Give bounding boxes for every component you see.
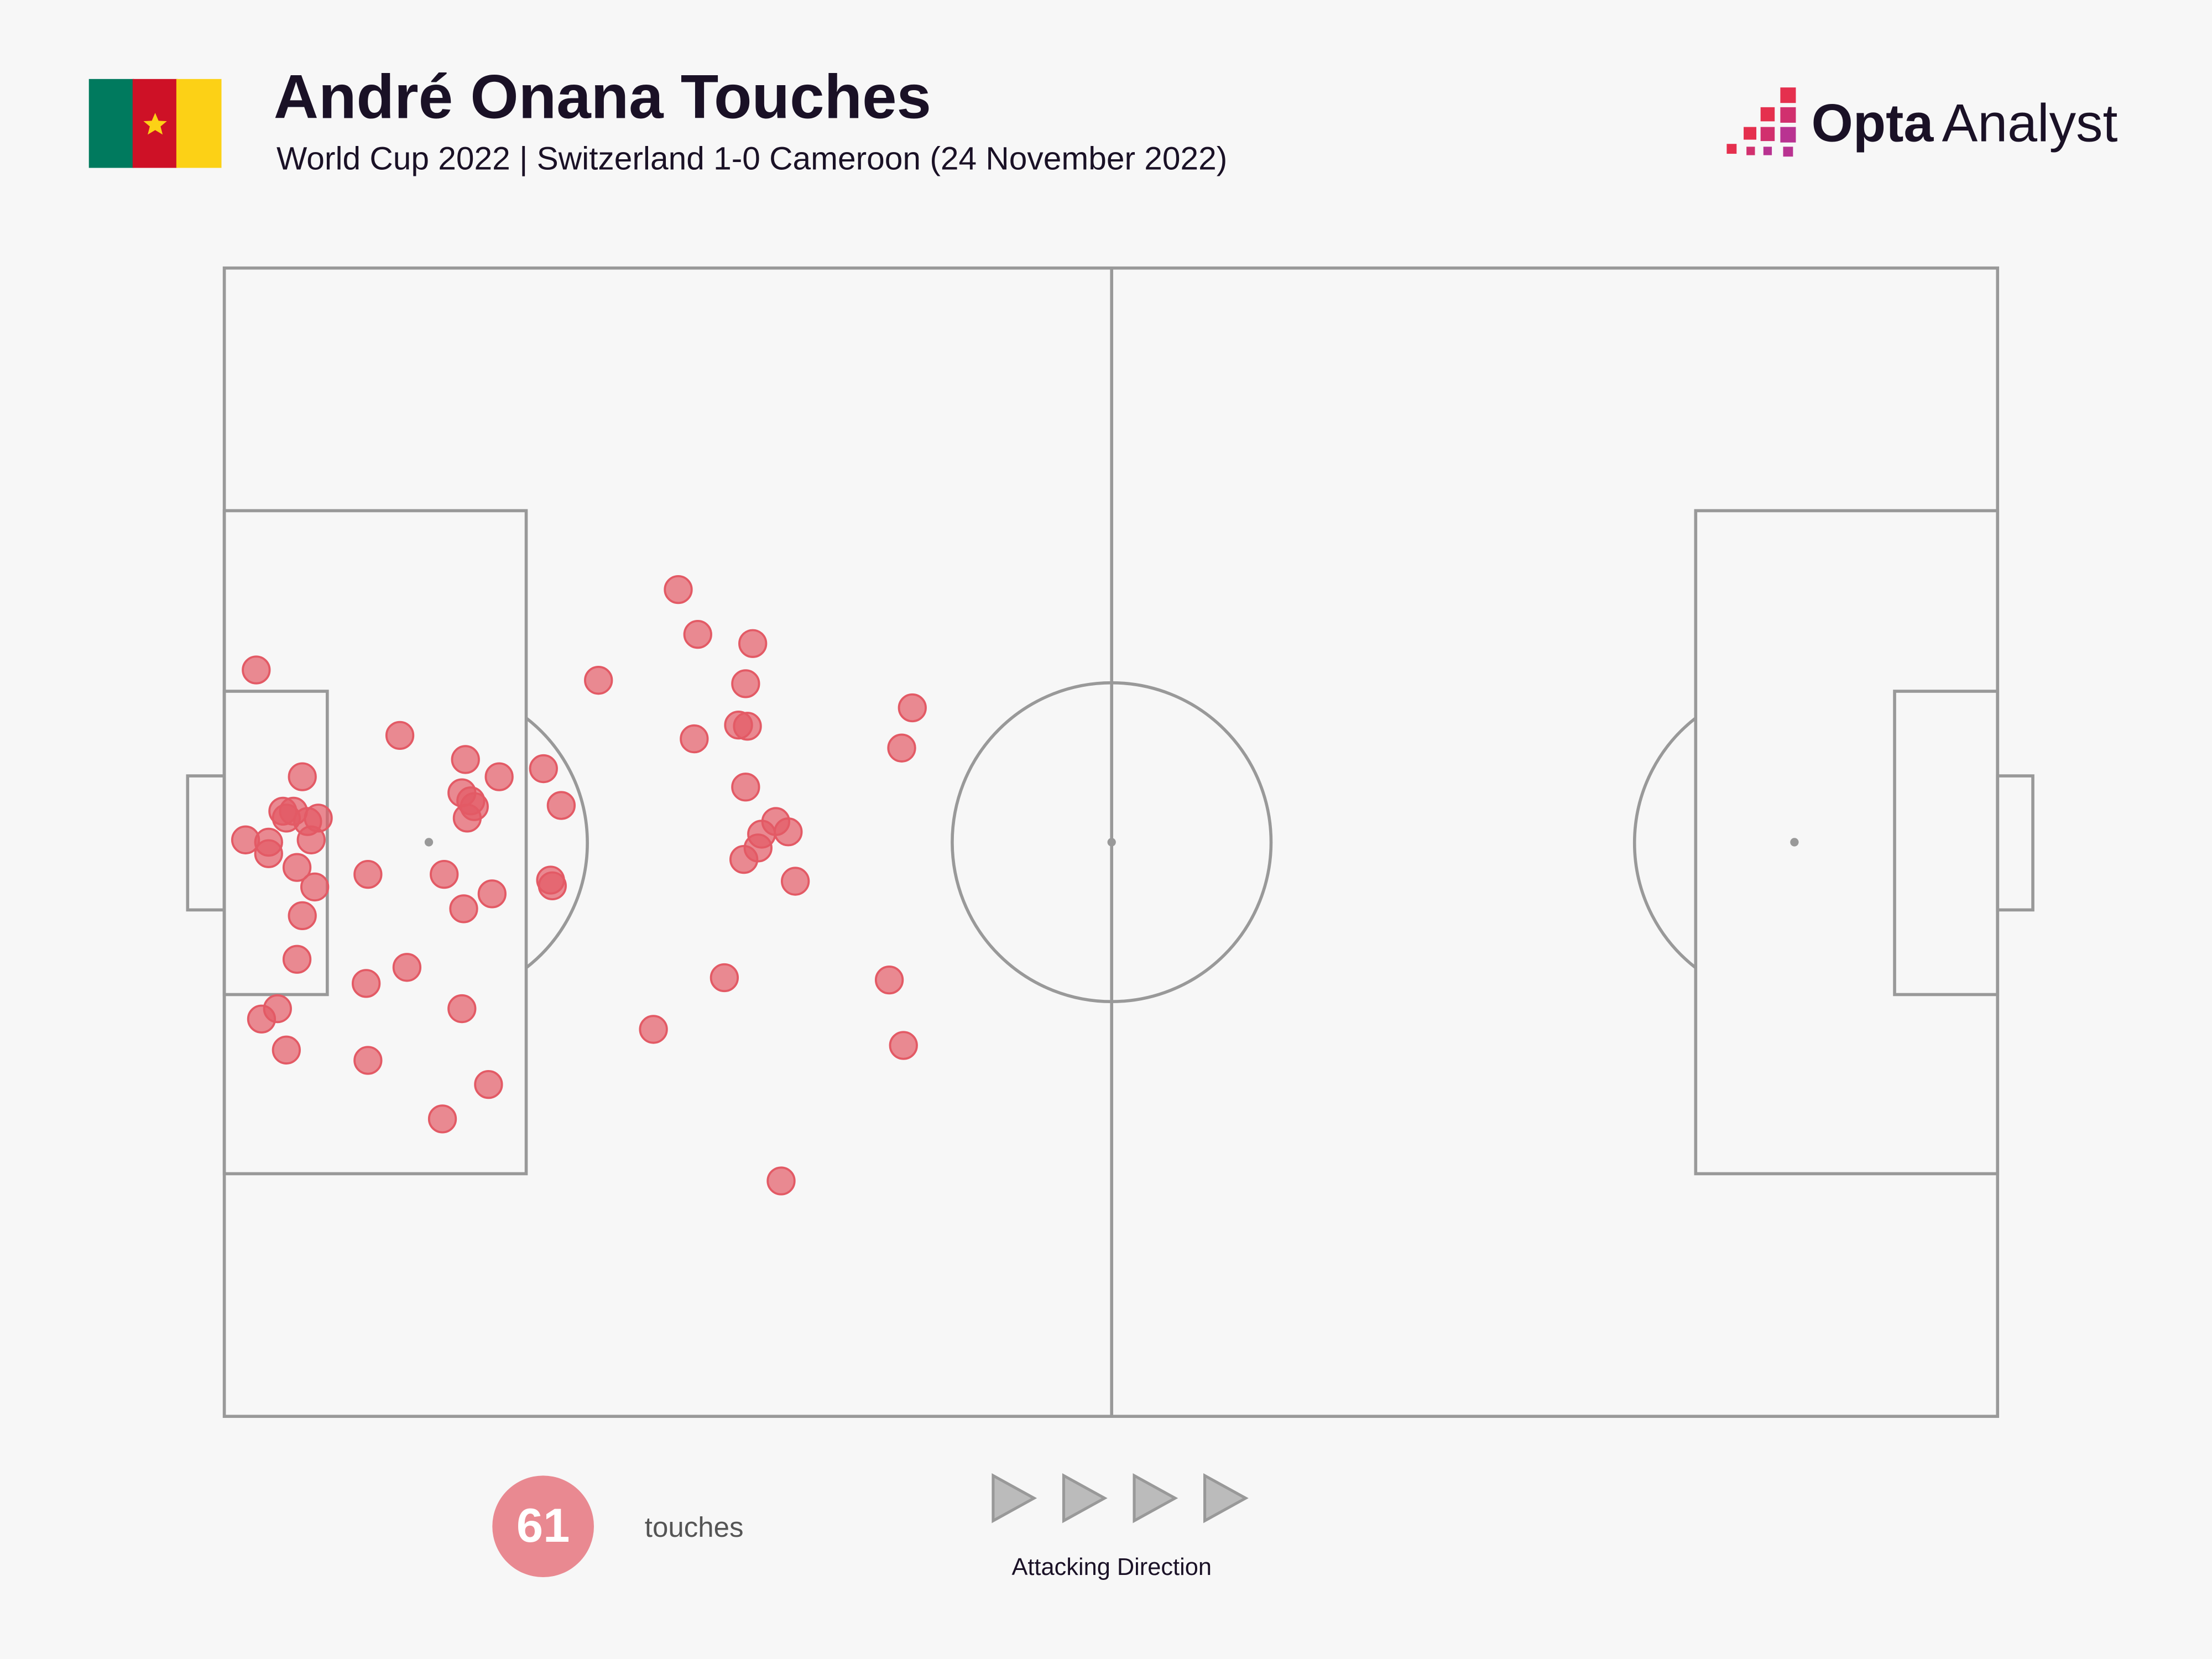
goal — [186, 774, 226, 912]
touch — [733, 712, 762, 741]
logo-square — [1783, 147, 1793, 157]
touch — [385, 721, 415, 750]
touch-layer — [231, 575, 927, 1196]
logo-square — [1726, 144, 1737, 154]
logo-light: Analyst — [1942, 92, 2118, 153]
touch — [664, 575, 693, 604]
total-count: 61 — [517, 1499, 570, 1552]
penalty-arc — [525, 717, 589, 969]
logo-square — [1746, 147, 1755, 155]
touch — [296, 825, 326, 854]
touch — [898, 693, 927, 723]
touch — [774, 817, 803, 847]
touch — [709, 963, 739, 993]
touch — [683, 619, 712, 649]
touch — [430, 859, 459, 889]
touch — [680, 724, 709, 754]
logo-text: Opta Analyst — [1812, 92, 2118, 153]
touch — [477, 879, 507, 909]
touch — [353, 859, 383, 889]
logo-square — [1744, 127, 1757, 140]
flag-star — [143, 113, 167, 135]
flag-stripe — [88, 79, 134, 168]
pitch — [186, 266, 2034, 1418]
touch — [460, 792, 489, 821]
arrow — [1133, 1473, 1178, 1524]
touch — [731, 773, 760, 802]
touch — [546, 791, 576, 820]
direction-arrows — [992, 1473, 1249, 1524]
touch — [484, 762, 514, 791]
touch — [639, 1015, 668, 1044]
touch — [272, 1035, 301, 1065]
touch — [738, 629, 768, 658]
logo-bold: Opta — [1812, 92, 1934, 153]
touch — [529, 754, 558, 784]
logo-square — [1760, 107, 1775, 122]
touch — [781, 867, 810, 896]
touch — [889, 1031, 918, 1060]
logo-square — [1780, 107, 1796, 123]
touch — [353, 1046, 383, 1075]
touch — [887, 733, 916, 763]
touch — [247, 1004, 276, 1034]
chart-title: André Onana Touches — [274, 61, 931, 131]
touch — [449, 894, 478, 924]
arrow — [992, 1473, 1037, 1524]
legend-label: touches — [645, 1511, 744, 1543]
touch — [451, 745, 480, 774]
logo-square — [1760, 127, 1775, 142]
chart-subtitle: World Cup 2022 | Switzerland 1-0 Cameroo… — [276, 140, 1227, 176]
logo-square — [1780, 127, 1796, 143]
penalty-arc — [1633, 717, 1697, 969]
logo-square — [1780, 87, 1796, 103]
flag — [88, 79, 222, 168]
touch — [729, 844, 759, 874]
touch — [242, 655, 271, 685]
touch — [351, 969, 381, 998]
touch — [254, 839, 283, 868]
legend-marker — [492, 1475, 594, 1578]
touch — [427, 1104, 457, 1134]
touch — [474, 1070, 503, 1099]
arrow — [1062, 1473, 1108, 1524]
touch — [288, 762, 317, 791]
touch — [874, 965, 904, 995]
touch — [392, 953, 422, 982]
touch — [447, 994, 477, 1024]
logo-square — [1763, 147, 1772, 155]
direction-label: Attacking Direction — [1011, 1554, 1211, 1580]
goal — [1996, 774, 2034, 912]
flag-stripe — [176, 79, 222, 168]
touch — [538, 871, 567, 901]
touch — [288, 901, 317, 931]
logo-mark — [1726, 87, 1796, 157]
touch — [282, 853, 312, 882]
penalty-spot — [1790, 838, 1799, 847]
touch — [766, 1166, 796, 1196]
touch — [282, 945, 312, 974]
arrow — [1203, 1473, 1249, 1524]
touch — [300, 872, 330, 902]
touch — [584, 666, 613, 695]
penalty-spot — [424, 838, 434, 847]
touch — [731, 669, 760, 698]
center-spot — [1107, 838, 1116, 847]
center-circle — [951, 681, 1273, 1004]
